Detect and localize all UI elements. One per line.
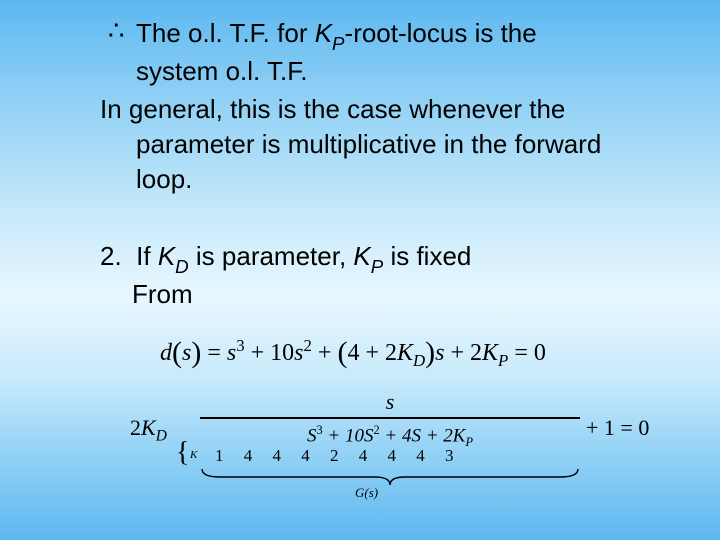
eq1-p2: + — [312, 340, 338, 366]
eq1-tail: = 0 — [508, 340, 546, 366]
eq1-inner-ks: D — [413, 351, 425, 370]
eq2-underbrace-digits: 1 4 4 4 2 4 4 4 3 — [215, 446, 565, 466]
eq1-t1: s — [227, 340, 236, 366]
eq2-K-small: K — [190, 449, 197, 461]
equation-2: 2KD s S3 + 10S2 + 4S + 2KP + 1 = 0 { K 1… — [130, 389, 680, 509]
p2-a: If — [136, 241, 158, 271]
paragraph-2: 2. If KD is parameter, KP is fixed From — [100, 239, 680, 313]
eq1-body: d(s) = s3 + 10s2 + (4 + 2KD)s + 2KP = 0 — [160, 340, 546, 366]
p2-line2: From — [132, 277, 680, 312]
p2-k2s: P — [371, 256, 383, 277]
p1-line4: parameter is multiplicative in the forwa… — [136, 127, 680, 162]
p1-line1: The o.l. T.F. for KP-root-locus is the — [136, 16, 680, 54]
eq2-den-b: + 10 — [323, 426, 364, 447]
eq1-e2: 2 — [304, 336, 312, 355]
eq2-left-brace: { — [176, 437, 189, 469]
eq2-coeff-n: 2 — [130, 415, 141, 440]
p1-line2: system o.l. T.F. — [136, 54, 680, 89]
p1-K-sub: P — [332, 33, 344, 54]
eq1-rp2: ) — [425, 336, 435, 369]
eq1-p1: + 10 — [245, 340, 295, 366]
eq1-eq: = — [201, 340, 227, 366]
p2-num: 2. — [100, 241, 122, 271]
eq1-inner-k: K — [397, 340, 413, 366]
paragraph-1: The o.l. T.F. for KP-root-locus is the s… — [136, 16, 680, 90]
paragraph-1b: In general, this is the case whenever th… — [100, 92, 680, 197]
eq2-underbrace-label: G(s) — [355, 485, 378, 501]
eq2-tail: + 1 = 0 — [586, 415, 649, 441]
underbrace-icon — [200, 467, 580, 487]
eq1-inner-a: 4 + 2 — [347, 340, 397, 366]
eq1-t2: s — [294, 340, 303, 366]
eq2-numerator: s — [200, 389, 580, 417]
eq2-den-e: S — [411, 426, 421, 447]
eq2-den-d: + 4 — [380, 426, 412, 447]
p1-K: K — [315, 18, 332, 48]
eq1-e1: 3 — [236, 336, 244, 355]
eq2-fraction: s S3 + 10S2 + 4S + 2KP — [200, 389, 580, 450]
eq2-coeff-k: K — [141, 415, 156, 440]
therefore-symbol: ∴ — [108, 16, 125, 46]
eq1-s1: s — [182, 340, 191, 366]
p1-line3: In general, this is the case whenever th… — [100, 92, 680, 127]
eq1-p3: + 2 — [444, 340, 482, 366]
p2-k1s: D — [175, 256, 189, 277]
p2-k2: K — [353, 241, 370, 271]
equation-1: d(s) = s3 + 10s2 + (4 + 2KD)s + 2KP = 0 — [160, 334, 680, 371]
eq2-lbl-s: s — [369, 485, 374, 500]
p2-b: is parameter, — [189, 241, 354, 271]
eq2-lbl-g: G — [355, 485, 364, 500]
eq1-k2: K — [482, 340, 498, 366]
p1-line5: loop. — [136, 162, 680, 197]
eq1-lp2: ( — [337, 336, 347, 369]
p2-line1: 2. If KD is parameter, KP is fixed — [100, 239, 680, 277]
eq1-lp1: ( — [172, 336, 182, 369]
eq1-rp1: ) — [191, 336, 201, 369]
p2-k1: K — [158, 241, 175, 271]
p2-c: is fixed — [383, 241, 471, 271]
p1-l1-a: The o.l. T.F. for — [136, 18, 315, 48]
eq1-k2s: P — [498, 351, 508, 370]
eq2-coeff-ks: D — [156, 428, 167, 445]
eq2-den-f: + 2 — [421, 426, 453, 447]
eq2-coeff: 2KD — [130, 415, 167, 445]
p1-l1-c: -root-locus is the — [345, 18, 537, 48]
eq2-den-k: K — [453, 426, 466, 447]
eq1-d: d — [160, 340, 172, 366]
